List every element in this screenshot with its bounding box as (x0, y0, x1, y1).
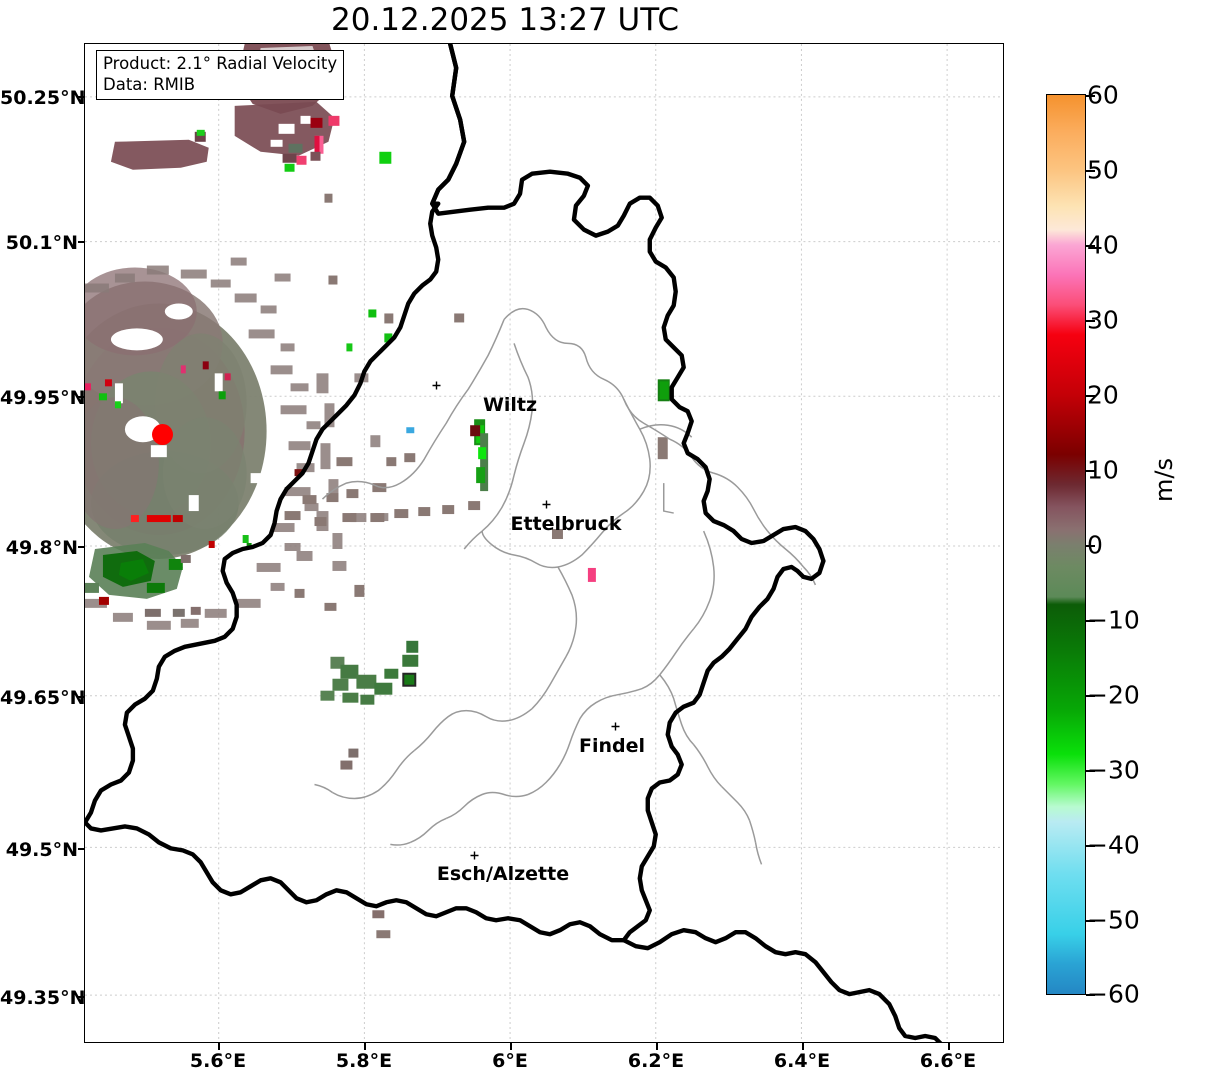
y-tickmark-0 (78, 96, 85, 98)
colorbar-tickmark-12 (1086, 994, 1095, 996)
colorbar-tickmark-6 (1086, 545, 1095, 547)
y-tickmark-4 (78, 696, 85, 698)
city-marker-wiltz (432, 375, 441, 390)
radar-map-svg (85, 44, 1003, 1042)
x-tick-label-0: 5.6°E (189, 1050, 247, 1072)
y-tick-label-4: 49.65°N (0, 687, 86, 709)
x-tick-label-4: 6.4°E (773, 1050, 831, 1072)
x-tickmark-1 (364, 1043, 366, 1050)
legend-product-line: Product: 2.1° Radial Velocity (103, 54, 338, 73)
colorbar-tickmark-11 (1086, 920, 1095, 922)
echo-radar-clutter-bullseye (85, 163, 415, 630)
x-tickmark-4 (802, 1043, 804, 1050)
city-marker-esch-alzette (470, 845, 479, 860)
colorbar-tick-label-10: −40 (1087, 830, 1140, 860)
legend-data-line: Data: RMIB (103, 74, 196, 94)
velocity-colorbar[interactable] (1046, 94, 1086, 995)
colorbar-tick-label-11: −50 (1087, 905, 1140, 935)
y-tickmark-3 (78, 546, 85, 548)
city-label-ettelbruck: Ettelbruck (510, 513, 622, 535)
y-tickmark-1 (78, 241, 85, 243)
colorbar-tick-label-8: −20 (1087, 680, 1140, 710)
colorbar-tickmark-1 (1086, 170, 1095, 172)
x-tick-label-1: 5.8°E (335, 1050, 393, 1072)
colorbar-tick-label-4: 20 (1087, 380, 1119, 410)
city-marker-findel (611, 716, 620, 731)
y-tick-label-6: 49.35°N (0, 987, 86, 1009)
x-tickmark-0 (218, 1043, 220, 1050)
colorbar-tickmark-3 (1086, 320, 1095, 322)
echo-scattered-green (320, 379, 670, 705)
colorbar-tickmark-5 (1086, 470, 1095, 472)
radar-site-marker[interactable] (152, 424, 173, 445)
x-tick-label-2: 6°E (492, 1050, 528, 1072)
x-tickmark-5 (948, 1043, 950, 1050)
colorbar-tick-label-12: −60 (1087, 979, 1140, 1009)
colorbar-tickmark-2 (1086, 245, 1095, 247)
colorbar-tickmark-4 (1086, 395, 1095, 397)
y-tick-label-5: 49.5°N (5, 839, 78, 861)
colorbar-tick-label-3: 30 (1087, 305, 1119, 335)
y-tick-label-1: 50.1°N (5, 232, 78, 254)
colorbar-tickmark-9 (1086, 770, 1095, 772)
echo-south-west-green-cluster (85, 543, 201, 617)
x-tickmark-2 (510, 1043, 512, 1050)
echo-misc-pixels (340, 333, 596, 919)
y-tickmark-6 (78, 996, 85, 998)
x-tickmark-3 (656, 1043, 658, 1050)
radar-map-plot[interactable]: Wiltz Ettelbruck Findel Esch/Alzette (84, 43, 1004, 1043)
colorbar-tickmark-0 (1086, 95, 1095, 97)
page-title: 20.12.2025 13:27 UTC (331, 2, 679, 38)
y-tick-label-3: 49.8°N (5, 537, 78, 559)
colorbar-tickmark-10 (1086, 845, 1095, 847)
city-label-esch-alzette: Esch/Alzette (436, 863, 570, 885)
colorbar-axis-label: m/s (1150, 458, 1178, 502)
colorbar-tick-label-2: 40 (1087, 230, 1119, 260)
colorbar-tick-label-5: 10 (1087, 455, 1119, 485)
colorbar-tick-label-6: 0 (1087, 530, 1103, 560)
echo-scattered-cells (284, 193, 668, 939)
radar-echo-layer (85, 44, 670, 939)
colorbar-tickmark-7 (1086, 620, 1095, 622)
y-tickmark-5 (78, 848, 85, 850)
city-label-findel: Findel (578, 735, 646, 757)
colorbar-tick-label-1: 50 (1087, 155, 1119, 185)
legend-info-box: Product: 2.1° Radial Velocity Data: RMIB (96, 50, 345, 101)
map-country-border (85, 44, 943, 1042)
colorbar-tickmark-8 (1086, 695, 1095, 697)
map-admin-boundaries (314, 307, 817, 865)
colorbar-gradient (1047, 95, 1085, 994)
colorbar-tick-label-0: 60 (1087, 80, 1119, 110)
city-marker-ettelbruck (542, 494, 551, 509)
y-tickmark-2 (78, 396, 85, 398)
colorbar-tick-label-9: −30 (1087, 755, 1140, 785)
x-tick-label-3: 6.2°E (627, 1050, 685, 1072)
y-tick-label-0: 50.25°N (0, 87, 86, 109)
colorbar-tick-label-7: −10 (1087, 605, 1140, 635)
y-tick-label-2: 49.95°N (0, 387, 86, 409)
city-label-wiltz: Wiltz (482, 394, 538, 416)
x-tick-label-5: 6.6°E (919, 1050, 977, 1072)
